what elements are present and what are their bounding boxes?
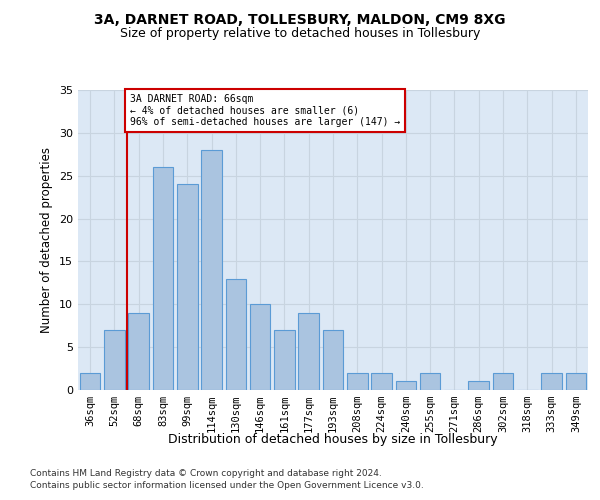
Text: Distribution of detached houses by size in Tollesbury: Distribution of detached houses by size … [168, 432, 498, 446]
Text: 3A DARNET ROAD: 66sqm
← 4% of detached houses are smaller (6)
96% of semi-detach: 3A DARNET ROAD: 66sqm ← 4% of detached h… [130, 94, 400, 128]
Bar [395, 382, 416, 390]
Bar [274, 330, 295, 390]
Bar [226, 278, 246, 390]
Text: Size of property relative to detached houses in Tollesbury: Size of property relative to detached ho… [120, 28, 480, 40]
Bar [250, 304, 271, 390]
Bar [420, 373, 440, 390]
Y-axis label: Number of detached properties: Number of detached properties [40, 147, 53, 333]
Bar [347, 373, 368, 390]
Text: Contains public sector information licensed under the Open Government Licence v3: Contains public sector information licen… [30, 481, 424, 490]
Bar [298, 313, 319, 390]
Bar [566, 373, 586, 390]
Bar [177, 184, 197, 390]
Bar [80, 373, 100, 390]
Bar [152, 167, 173, 390]
Bar [323, 330, 343, 390]
Text: Contains HM Land Registry data © Crown copyright and database right 2024.: Contains HM Land Registry data © Crown c… [30, 468, 382, 477]
Bar [493, 373, 514, 390]
Bar [541, 373, 562, 390]
Bar [201, 150, 222, 390]
Bar [128, 313, 149, 390]
Bar [371, 373, 392, 390]
Text: 3A, DARNET ROAD, TOLLESBURY, MALDON, CM9 8XG: 3A, DARNET ROAD, TOLLESBURY, MALDON, CM9… [94, 12, 506, 26]
Bar [469, 382, 489, 390]
Bar [104, 330, 125, 390]
